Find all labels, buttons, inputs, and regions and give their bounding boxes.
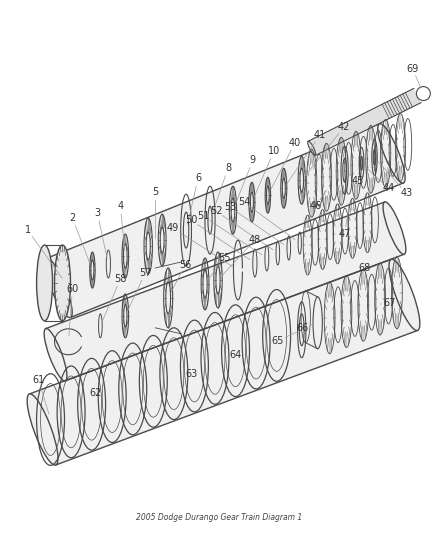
Text: 62: 62: [89, 387, 101, 398]
Text: 42: 42: [337, 123, 349, 132]
Text: 10: 10: [267, 147, 279, 156]
Text: 4: 4: [117, 201, 123, 211]
Text: 6: 6: [194, 173, 201, 183]
Text: 69: 69: [405, 63, 417, 74]
Text: 56: 56: [179, 260, 191, 270]
Text: 53: 53: [223, 202, 236, 212]
Text: 67: 67: [382, 298, 395, 308]
Text: 54: 54: [237, 197, 250, 207]
Text: 58: 58: [114, 274, 126, 284]
Text: 44: 44: [381, 183, 394, 193]
Text: 57: 57: [139, 268, 151, 278]
Ellipse shape: [45, 258, 72, 318]
Text: 3: 3: [94, 208, 100, 218]
Text: 2005 Dodge Durango Gear Train Diagram 1: 2005 Dodge Durango Gear Train Diagram 1: [136, 513, 301, 522]
Text: 49: 49: [166, 223, 179, 233]
Text: 63: 63: [184, 369, 197, 378]
Text: 52: 52: [209, 206, 222, 216]
Ellipse shape: [44, 328, 67, 381]
Text: 55: 55: [217, 253, 230, 263]
Ellipse shape: [307, 141, 315, 156]
Ellipse shape: [27, 394, 58, 465]
Text: 48: 48: [248, 235, 261, 245]
Text: 65: 65: [271, 336, 283, 346]
Text: 5: 5: [152, 187, 158, 197]
Ellipse shape: [382, 202, 405, 254]
Text: 40: 40: [288, 139, 300, 148]
Text: 1: 1: [25, 225, 31, 235]
Text: 9: 9: [249, 155, 255, 165]
Polygon shape: [46, 202, 403, 381]
Text: 61: 61: [32, 375, 45, 385]
Text: 43: 43: [399, 188, 412, 198]
Text: 45: 45: [350, 176, 363, 186]
Polygon shape: [46, 124, 403, 318]
Ellipse shape: [377, 124, 404, 183]
Text: 51: 51: [196, 211, 209, 221]
Text: 68: 68: [357, 263, 370, 273]
Text: 64: 64: [230, 350, 241, 360]
Ellipse shape: [36, 245, 53, 321]
Text: 60: 60: [66, 284, 78, 294]
Text: 50: 50: [184, 215, 197, 225]
Text: 66: 66: [296, 323, 308, 333]
Polygon shape: [307, 88, 420, 156]
Ellipse shape: [388, 259, 419, 330]
Text: 47: 47: [338, 229, 350, 239]
Polygon shape: [29, 260, 417, 465]
Text: 46: 46: [309, 201, 321, 211]
Ellipse shape: [54, 245, 71, 321]
Text: 41: 41: [313, 131, 325, 140]
Text: 8: 8: [224, 163, 230, 173]
Text: 2: 2: [69, 213, 75, 223]
